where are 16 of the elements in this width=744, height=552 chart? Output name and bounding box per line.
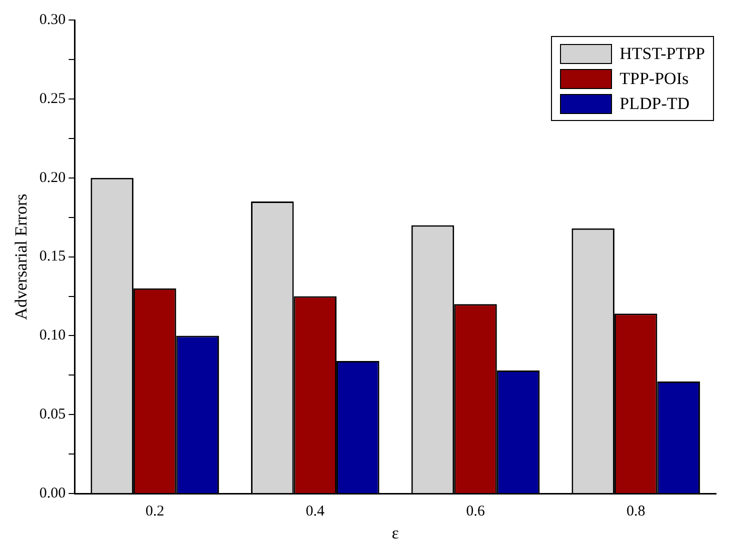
legend-label: PLDP-TD (620, 94, 690, 114)
y-tick-label: 0.05 (39, 406, 66, 423)
x-axis-title: ε (392, 523, 399, 542)
y-tick-label: 0.15 (39, 248, 66, 265)
x-tick-label: 0.8 (626, 504, 646, 520)
x-tick-label: 0.6 (466, 504, 486, 520)
y-tick-label: 0.30 (39, 12, 66, 28)
y-tick-label: 0.20 (39, 170, 66, 186)
y-tick-label: 0.10 (39, 328, 66, 344)
y-tick-label: 0.25 (39, 90, 66, 107)
x-tick-label: 0.2 (145, 504, 164, 520)
y-tick-label: 0.00 (39, 486, 66, 502)
legend-label: HTST-PTPP (620, 44, 705, 64)
x-tick-label: 0.4 (306, 504, 326, 520)
legend-label: TPP-POIs (620, 68, 689, 88)
y-axis-title: Adversarial Errors (12, 194, 31, 320)
